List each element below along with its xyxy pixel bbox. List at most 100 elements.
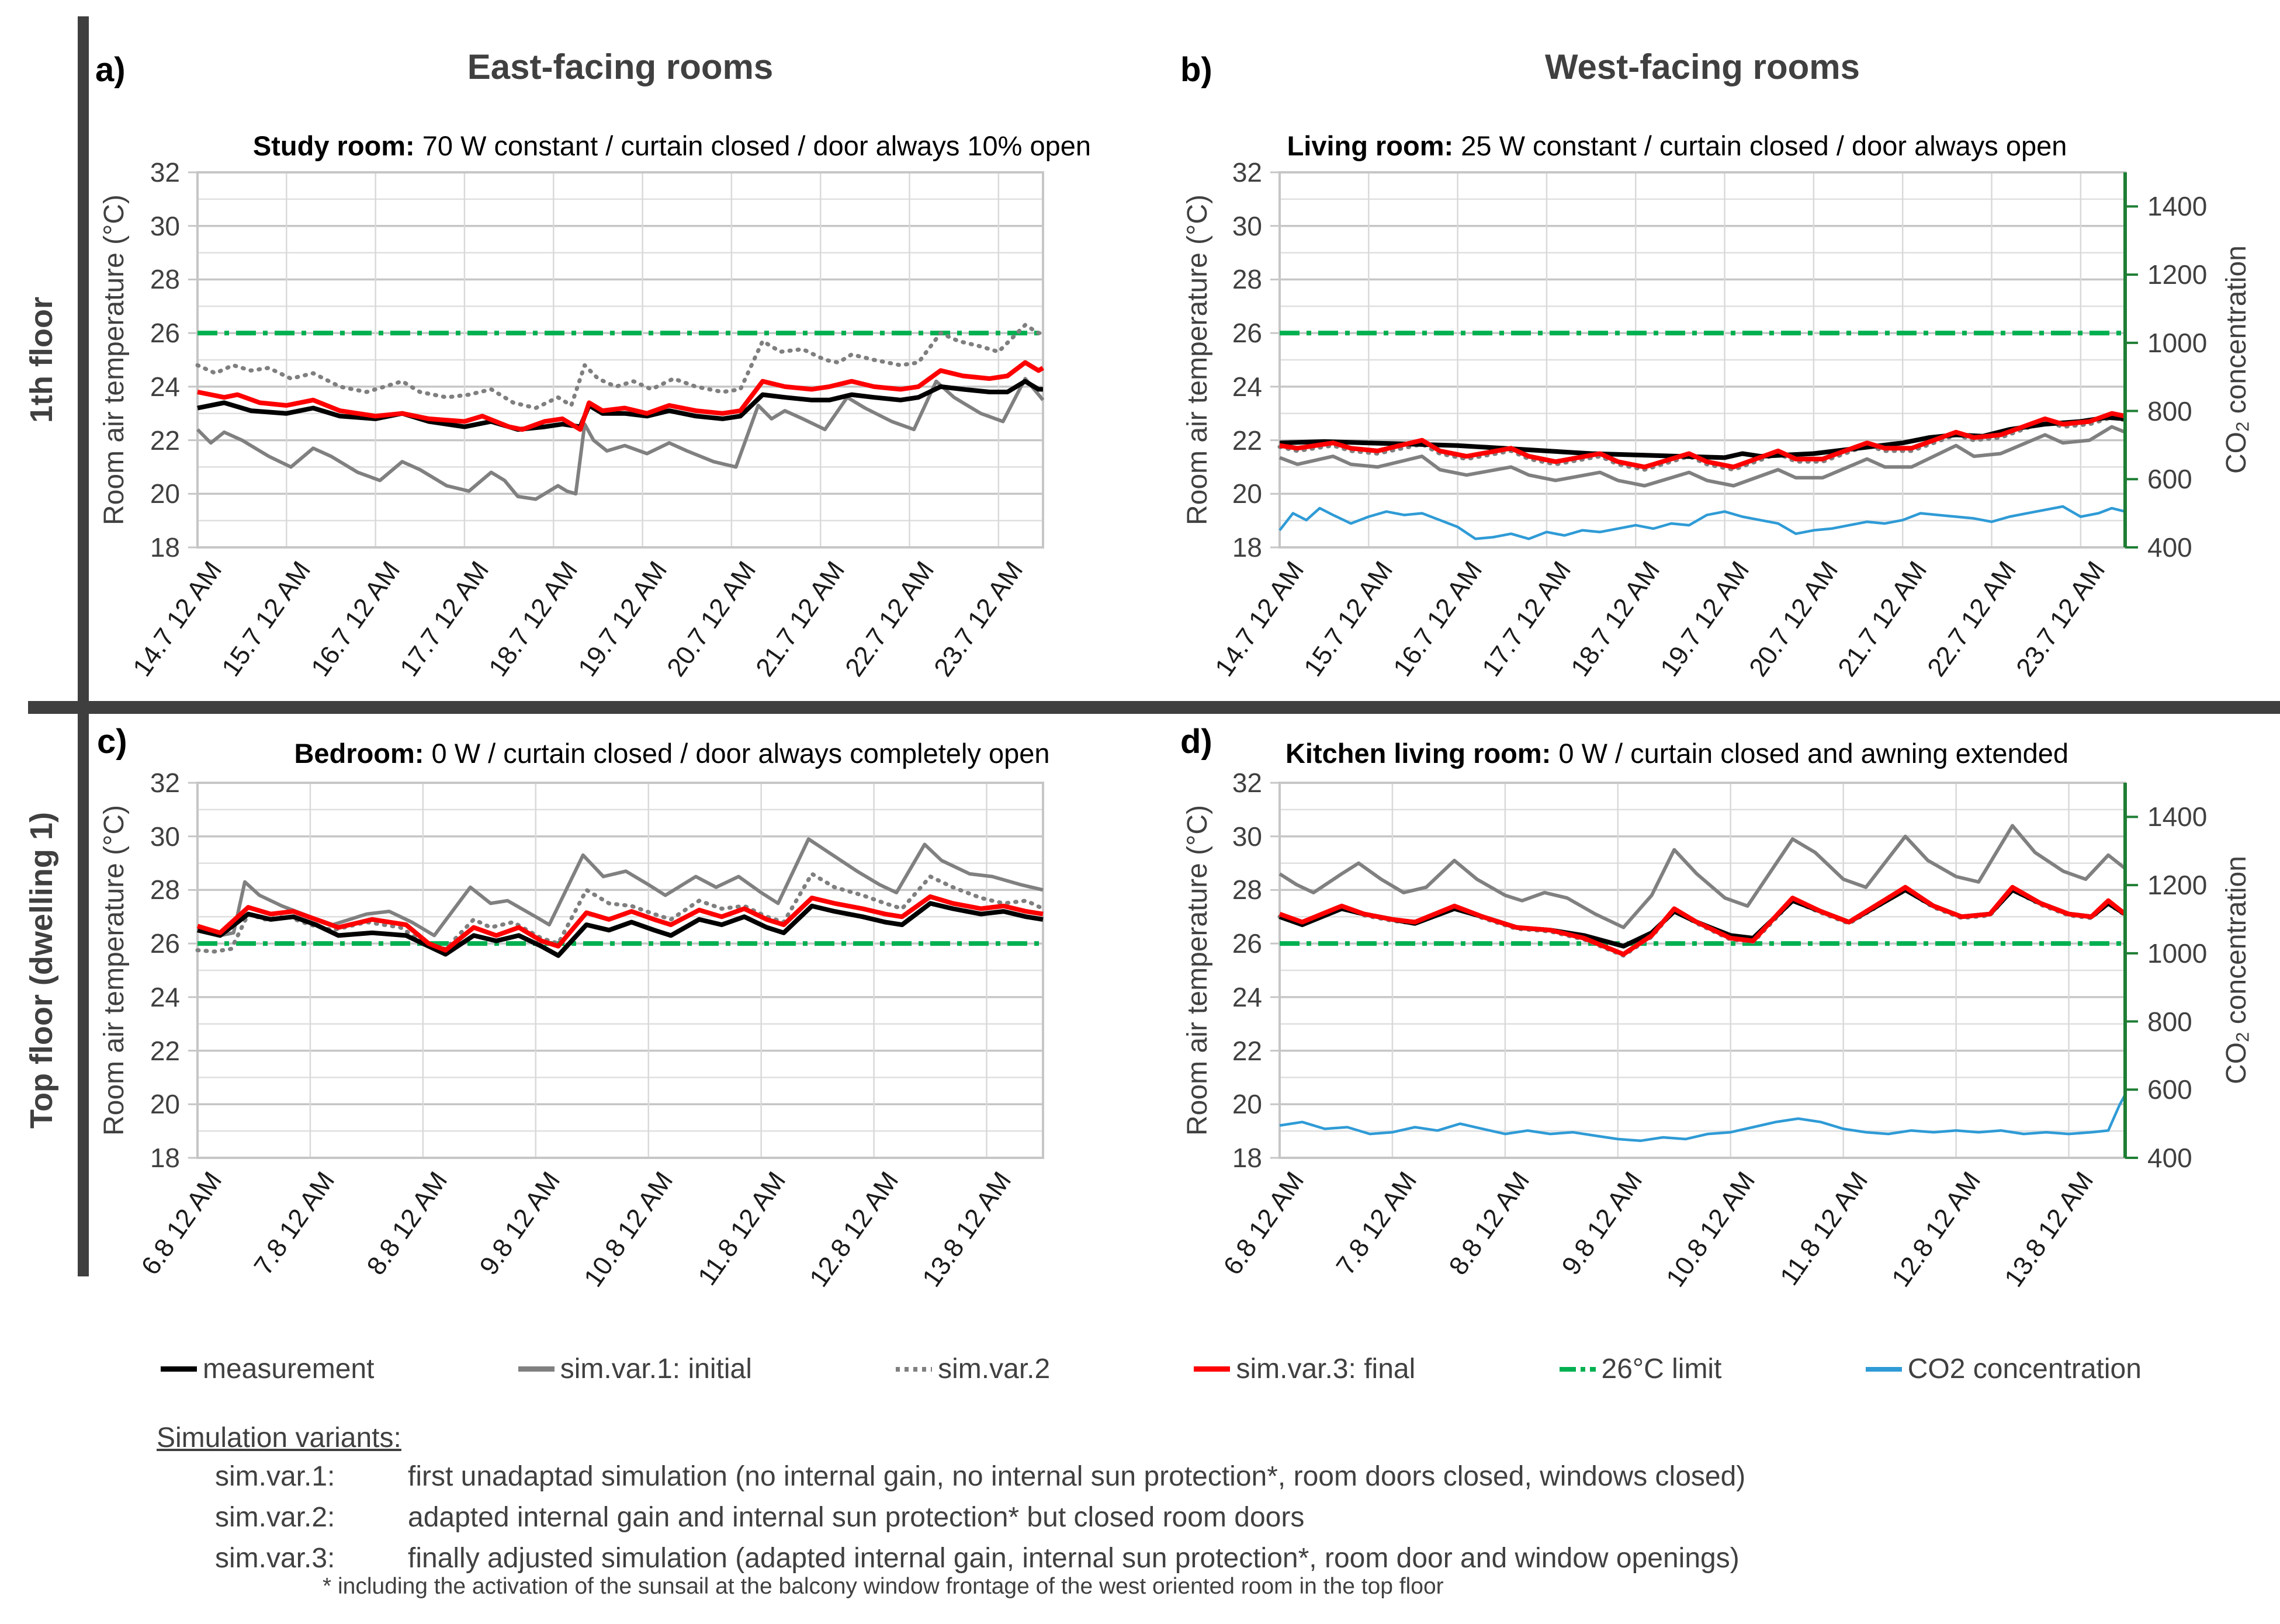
chart-svg-d [1270,782,2138,1159]
series-measurement-d [1278,887,2127,949]
variant-label-1: sim.var.1: [215,1461,335,1492]
co2-tick-label-1000: 1000 [2147,938,2208,969]
legend-swatch-sim3 [1194,1366,1231,1372]
co2-tick-label-800: 800 [2147,395,2192,426]
temp-tick-label-30: 30 [1232,210,1262,241]
legend-label-sim1: sim.var.1: initial [560,1354,752,1384]
temp-tick-label-24: 24 [150,981,180,1012]
temp-tick-label-24: 24 [1232,371,1262,402]
temp-tick-label-32: 32 [150,157,180,188]
x-tick-label: 6.8 12 AM [1217,1166,1310,1281]
legend-swatch-limit [1559,1366,1596,1372]
room-name-c: Bedroom: [294,738,424,769]
variant-label-3: sim.var.3: [215,1543,335,1574]
co2-tick-label-1200: 1200 [2147,870,2208,901]
chart-svg-c [188,782,1045,1159]
floor-label-1th-floor: 1th floor [24,297,59,423]
x-tick-label: 12.8 12 AM [1885,1166,1986,1293]
x-tick-label: 11.8 12 AM [1773,1166,1873,1291]
variant-text-2: adapted internal gain and internal sun p… [408,1502,1305,1533]
temp-tick-label-22: 22 [150,425,180,456]
plot-area-b: 1400 1200 1000 800 600 400 32 30 28 26 24 22 20 18 14.… [1209,159,2207,682]
panel-subtitle-b: Living room: 25 W constant / curtain clo… [1198,130,2156,162]
column-title-west: West-facing rooms [1545,47,1860,86]
legend-swatch-measurement [161,1366,197,1372]
x-tick-label: 12.8 12 AM [803,1166,904,1293]
plot-area-c: 32 30 28 26 24 22 20 18 6.8 12 AM 7.8 12 AM 8.8 12… [135,769,1045,1292]
room-config-a: 70 W constant / curtain closed / door al… [414,130,1092,161]
x-tick-label: 9.8 12 AM [1555,1166,1648,1281]
series-sim3-a [197,360,1045,432]
series-sim2-b [1277,415,2127,472]
x-tick-label: 13.8 12 AM [916,1166,1017,1293]
legend-item-limit: 26°C limit [1559,1353,1722,1385]
co2-tick-label-1400: 1400 [2147,801,2208,832]
temp-tick-label-26: 26 [150,318,180,349]
x-tick-label: 8.8 12 AM [1443,1166,1536,1281]
room-name-d: Kitchen living room: [1285,738,1551,769]
series-sim3-c [196,894,1044,953]
temp-tick-label-20: 20 [1232,478,1262,509]
temp-tick-label-32: 32 [1232,768,1262,798]
panel-letter-a: a) [95,51,126,89]
co2-tick-label-600: 600 [2147,464,2192,495]
panel-letter-b: b) [1180,51,1212,89]
legend-item-co2: CO2 concentration [1865,1353,2142,1385]
series-co2-d [1279,1094,2126,1143]
temp-tick-label-18: 18 [150,1143,180,1173]
temp-tick-label-20: 20 [1232,1089,1262,1120]
legend-swatch-co2 [1865,1366,1902,1372]
floor-divider-horizontal-bar [28,701,2280,714]
variants-rows: sim.var.1: first unadaptad simulation (no… [215,1459,1745,1576]
temp-tick-label-20: 20 [150,1089,180,1120]
legend-label-sim3: sim.var.3: final [1236,1354,1416,1384]
temp-tick-label-18: 18 [1232,532,1262,563]
floor-divider-vertical-bar [78,16,89,1276]
temp-tick-label-32: 32 [1232,157,1262,188]
plot-area-a: 32 30 28 26 24 22 20 18 14.7 12 AM 15.7 12 AM 16.7… [127,159,1045,682]
variants-heading: Simulation variants: [157,1422,401,1453]
variant-text-1: first unadaptad simulation (no internal … [408,1461,1746,1492]
variant-label-2: sim.var.2: [215,1502,335,1533]
x-tick-label: 7.8 12 AM [248,1166,341,1281]
x-tick-label: 10.8 12 AM [1659,1166,1761,1293]
co2-tick-label-600: 600 [2147,1074,2192,1105]
room-name-a: Study room: [252,130,415,161]
room-config-d: 0 W / curtain closed and awning extended [1551,738,2069,769]
legend-swatch-sim1 [518,1366,555,1372]
temp-tick-label-28: 28 [1232,264,1262,295]
legend-item-measurement: measurement [161,1353,374,1385]
column-title-east: East-facing rooms [467,47,774,86]
room-config-b: 25 W constant / curtain closed / door al… [1453,130,2067,161]
temp-tick-label-30: 30 [150,821,180,852]
legend-swatch-sim2 [896,1366,933,1372]
variant-text-3: finally adjusted simulation (adapted int… [408,1543,1740,1574]
temp-tick-label-26: 26 [1232,318,1262,349]
x-tick-label: 11.8 12 AM [691,1166,791,1291]
legend-label-limit: 26°C limit [1601,1354,1722,1384]
temp-tick-label-26: 26 [1232,928,1262,959]
temp-tick-label-22: 22 [150,1035,180,1066]
x-tick-label: 9.8 12 AM [473,1166,566,1281]
panel-letter-d: d) [1180,723,1212,761]
temp-tick-label-28: 28 [1232,875,1262,905]
x-tick-label: 7.8 12 AM [1330,1166,1423,1281]
legend: measurement sim.var.1: initial sim.var.2 si… [161,1353,2142,1385]
series-sim2-a [195,322,1045,410]
legend-label-co2: CO2 concentration [1907,1354,2142,1384]
x-tick-label: 8.8 12 AM [361,1166,453,1281]
co2-tick-label-1000: 1000 [2147,327,2208,358]
temp-tick-label-20: 20 [150,478,180,509]
temp-tick-label-22: 22 [1232,425,1262,456]
co2-tick-label-1200: 1200 [2147,259,2208,290]
co2-tick-label-1400: 1400 [2147,191,2208,222]
temp-tick-label-32: 32 [150,768,180,798]
chart-svg-b [1270,171,2138,549]
temp-tick-label-26: 26 [150,928,180,959]
series-co2-b [1278,505,2126,540]
x-tick-label: 13.8 12 AM [1998,1166,2099,1293]
panel-subtitle-c: Bedroom: 0 W / curtain closed / door alw… [175,737,1169,769]
series-sim1-b [1278,425,2126,488]
temp-tick-label-24: 24 [1232,981,1262,1012]
